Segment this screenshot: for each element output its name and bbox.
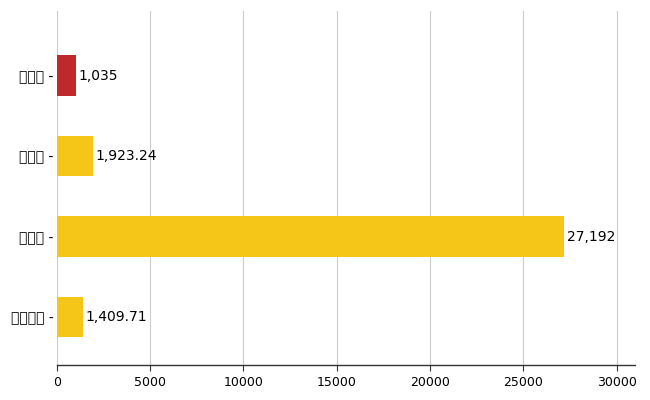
Bar — [57, 56, 76, 96]
Bar — [57, 136, 92, 176]
Bar — [57, 216, 564, 257]
Text: 1,409.71: 1,409.71 — [86, 310, 148, 324]
Text: 27,192: 27,192 — [567, 230, 616, 244]
Text: 1,923.24: 1,923.24 — [96, 149, 157, 163]
Bar — [57, 297, 83, 337]
Text: 1,035: 1,035 — [79, 68, 118, 82]
